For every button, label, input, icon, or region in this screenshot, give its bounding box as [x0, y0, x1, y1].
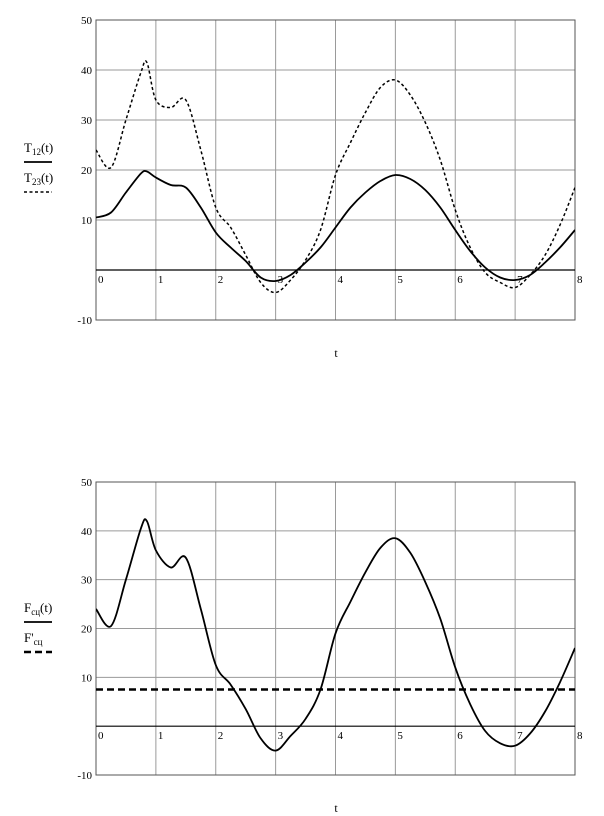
- x-tick-label: 1: [158, 274, 164, 286]
- y-tick-label: -10: [77, 315, 92, 327]
- x-tick-label: 1: [158, 730, 164, 742]
- y-tick-label: 20: [81, 624, 93, 636]
- legend-label-0: Fсц(t): [24, 600, 52, 617]
- x-tick-label: 8: [577, 274, 583, 286]
- series-line-0: [96, 170, 575, 282]
- y-tick-label: 30: [81, 115, 93, 127]
- y-tick-label: 40: [81, 65, 93, 77]
- x-tick-label: 0: [98, 274, 104, 286]
- y-tick-label: 10: [81, 672, 93, 684]
- x-axis-label: t: [334, 801, 338, 815]
- y-tick-label: 20: [81, 165, 93, 177]
- legend-label-1: T23(t): [24, 170, 53, 187]
- x-axis-label: t: [334, 346, 338, 360]
- legend-label-0: T12(t): [24, 140, 53, 157]
- y-tick-label: 40: [81, 526, 93, 538]
- plot-frame: [95, 19, 576, 321]
- x-tick-label: 7: [517, 730, 523, 742]
- y-tick-label: 30: [81, 575, 93, 587]
- x-tick-label: 4: [338, 730, 344, 742]
- y-tick-label: 50: [81, 477, 93, 489]
- chart-adhesion-force: 0 1 2 3 4 5 6 7 8 -10 10 20 30 40 50 t Fсц(t) F'сц: [24, 477, 583, 815]
- x-tick-label: 5: [397, 274, 403, 286]
- x-tick-label: 4: [338, 274, 344, 286]
- x-tick-label: 6: [457, 730, 463, 742]
- x-tick-label: 0: [98, 730, 104, 742]
- series-line-0: [96, 518, 575, 752]
- y-tick-label: 10: [81, 215, 93, 227]
- x-tick-label: 6: [457, 274, 463, 286]
- x-tick-label: 2: [218, 730, 224, 742]
- series-line-1: [96, 60, 575, 294]
- x-tick-label: 8: [577, 730, 583, 742]
- y-tick-label: 50: [81, 15, 93, 27]
- legend-label-1: F'сц: [24, 630, 43, 647]
- x-tick-label: 5: [397, 730, 403, 742]
- x-tick-label: 2: [218, 274, 224, 286]
- x-tick-label: 3: [278, 730, 284, 742]
- y-tick-label: -10: [77, 770, 92, 782]
- plot-frame: [95, 481, 576, 776]
